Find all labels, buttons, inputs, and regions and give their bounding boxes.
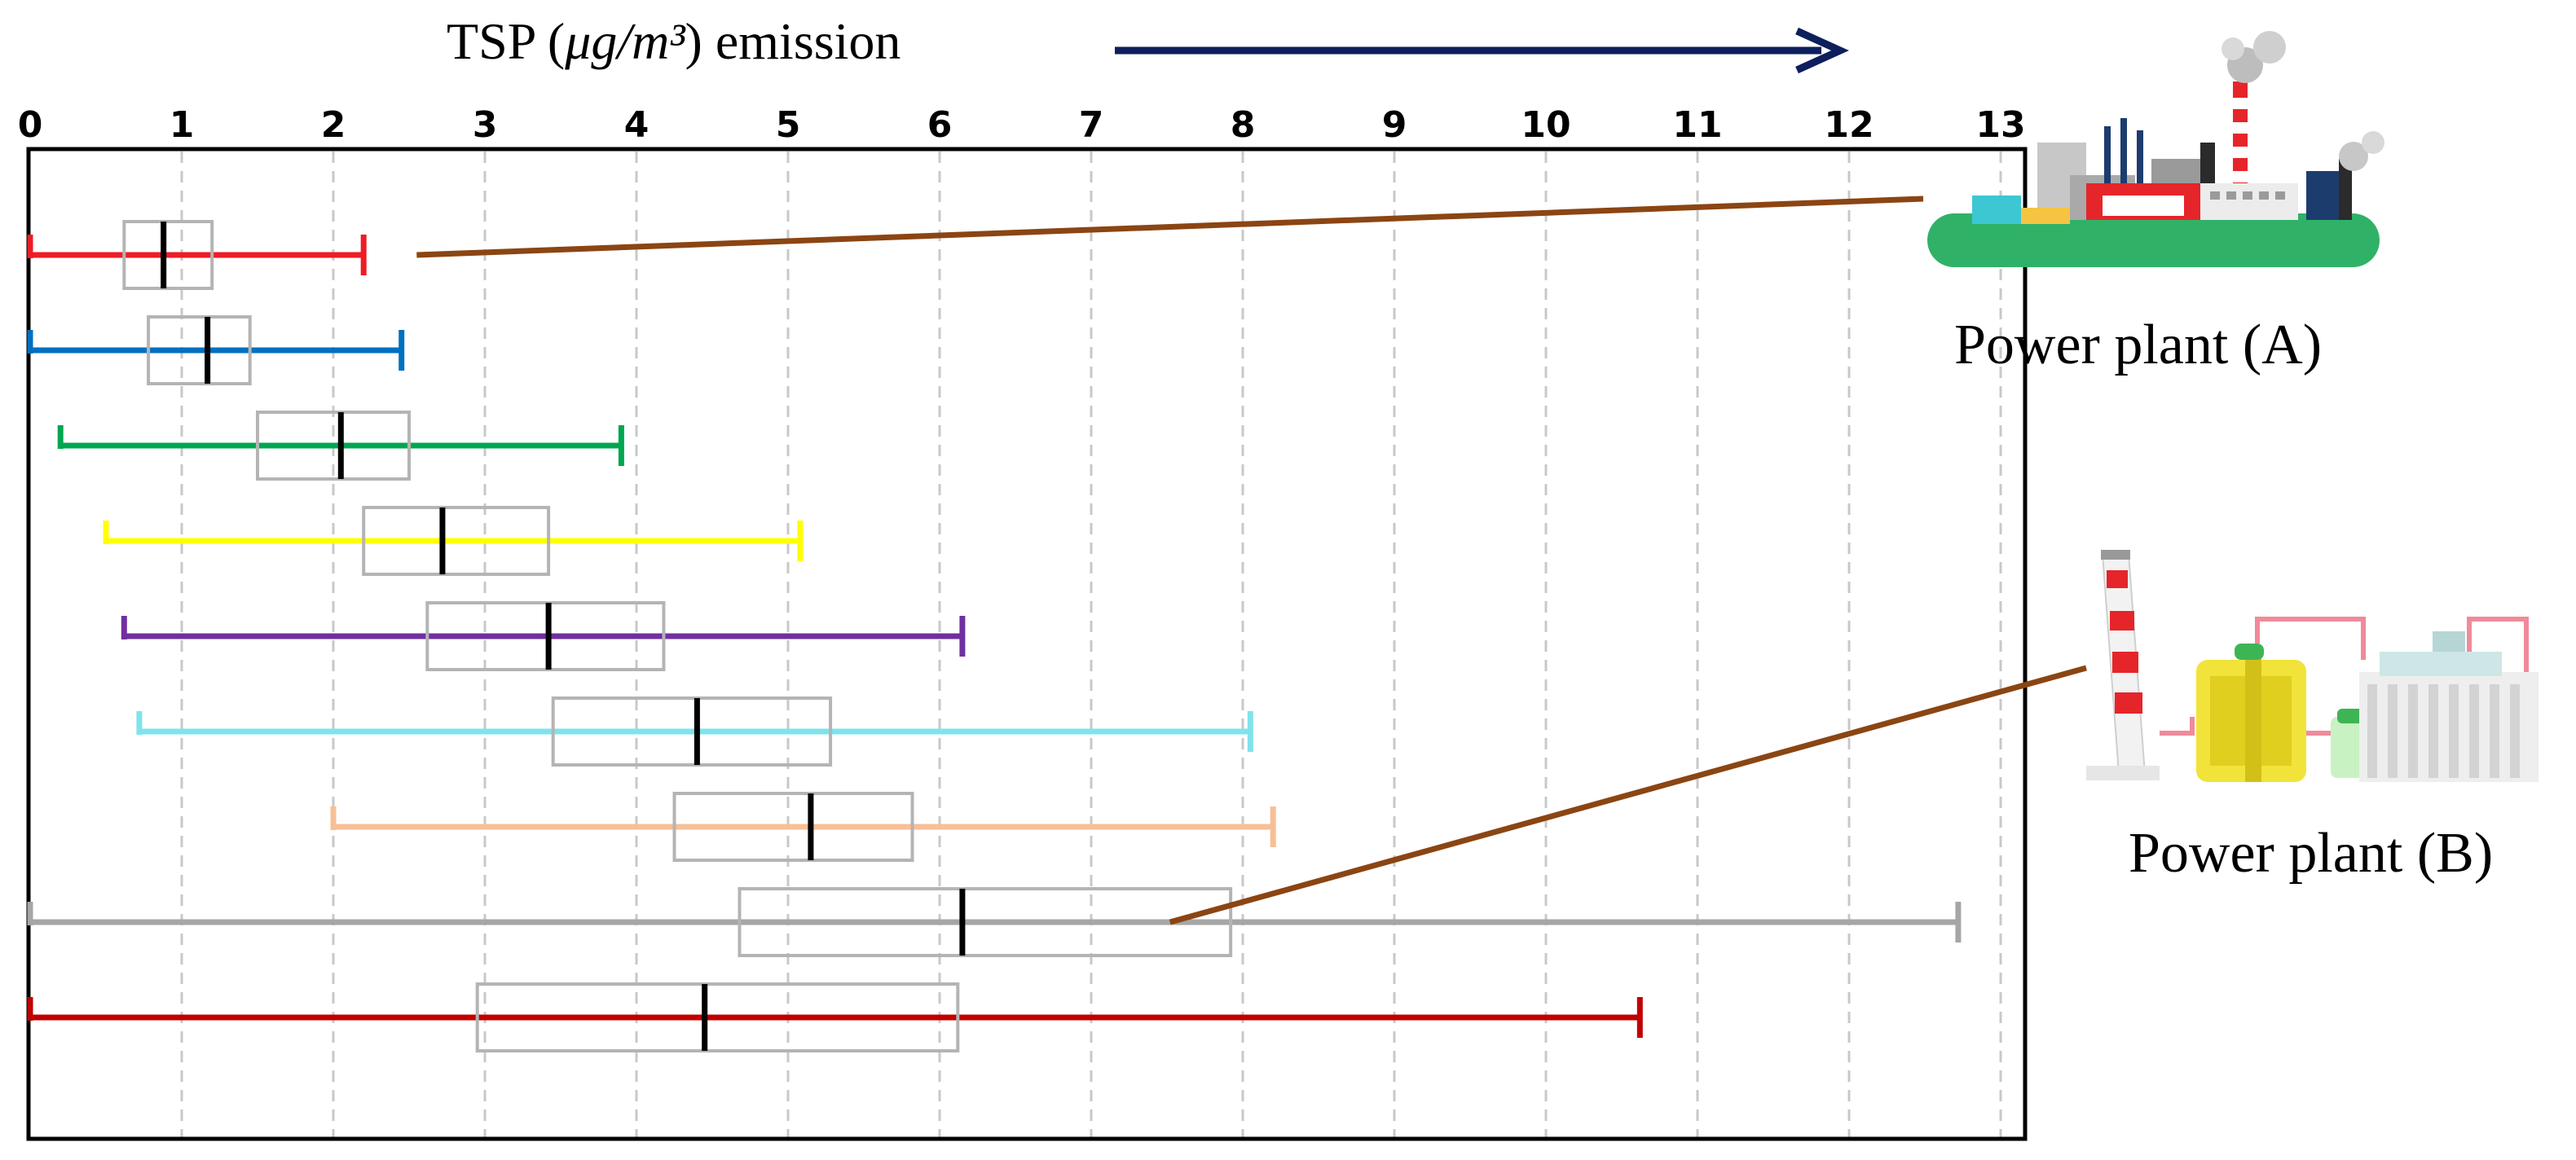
plot-frame (26, 147, 2028, 1141)
x-tick-label: 7 (1079, 104, 1104, 146)
direction-arrow-icon (1115, 27, 1849, 74)
boxplot-row (57, 411, 624, 481)
boxplot-row (121, 601, 966, 671)
annotation-connectors (416, 196, 2087, 925)
gridlines (180, 152, 2002, 1137)
x-tick-label: 8 (1231, 104, 1256, 146)
iqr-box (551, 696, 833, 767)
x-tick-label: 11 (1672, 104, 1722, 146)
iqr-box (362, 506, 551, 576)
x-tick-label: 6 (927, 104, 953, 146)
iqr-box (738, 887, 1233, 957)
boxplot-row (27, 982, 1643, 1052)
power-plant-b-label: Power plant (B) (2129, 822, 2493, 885)
iqr-box (256, 411, 411, 481)
boxplot-row (103, 506, 804, 576)
iqr-box (475, 982, 960, 1052)
x-tick-labels: 0 1 2 3 4 5 6 7 8 9 10 11 12 13 (18, 104, 2026, 146)
x-tick-label: 9 (1382, 104, 1407, 146)
chart-title: TSP (μg/m³) emission (447, 12, 900, 70)
boxplot-row (27, 220, 367, 290)
x-tick-label: 5 (776, 104, 801, 146)
iqr-box (122, 220, 214, 290)
power-plant-a-icon (1927, 31, 2384, 267)
x-tick-label: 0 (18, 104, 43, 146)
boxplot-series (27, 220, 1962, 1052)
power-plant-b-icon (2086, 550, 2539, 782)
boxplot-row (136, 696, 1253, 767)
boxplot-row (27, 315, 405, 385)
x-tick-label: 1 (170, 104, 195, 146)
iqr-box (672, 792, 914, 862)
boxplot-row (27, 887, 1962, 957)
x-tick-label: 13 (1975, 104, 2025, 146)
annotation-connector (1169, 665, 2087, 925)
power-plant-a-label: Power plant (A) (1954, 314, 2322, 376)
iqr-box (425, 601, 666, 671)
x-tick-label: 4 (624, 104, 650, 146)
boxplot-row (330, 792, 1276, 862)
x-tick-label: 12 (1824, 104, 1874, 146)
x-tick-label: 2 (321, 104, 346, 146)
x-tick-label: 3 (473, 104, 498, 146)
iqr-box (147, 315, 252, 385)
x-tick-label: 10 (1521, 104, 1570, 146)
annotation-connector (416, 196, 1924, 258)
